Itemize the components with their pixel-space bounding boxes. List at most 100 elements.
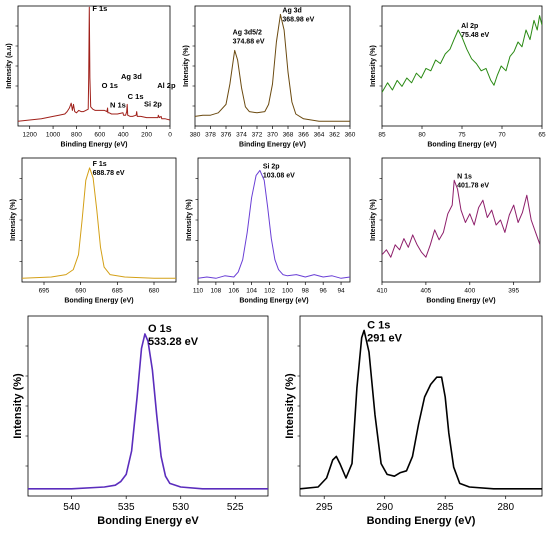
x-tick-label: 110	[193, 288, 204, 295]
x-tick-label: 680	[149, 288, 160, 295]
x-tick-label: 400	[118, 132, 129, 139]
x-tick-label: 376	[221, 132, 232, 139]
x-tick-label: 400	[464, 288, 475, 295]
peak-label: Ag 3d	[121, 72, 142, 81]
peak-label: F 1s	[92, 4, 107, 13]
x-tick-label: 290	[376, 502, 393, 513]
x-tick-label: 380	[190, 132, 201, 139]
x-tick-label: 100	[282, 288, 293, 295]
chart-o1s: 540 535 530 525 Bonding Energy eV Intensity (…	[12, 315, 269, 527]
x-tick-label: 362	[329, 132, 340, 139]
series-line-al2p	[382, 15, 542, 93]
peak-label: Ag 3d5/2	[233, 29, 262, 36]
y-axis-label: Intensity (%)	[370, 45, 377, 87]
x-tick-label: 200	[141, 132, 152, 139]
x-tick-label: 540	[63, 502, 80, 513]
y-axis-label: Intensity (%)	[183, 45, 190, 87]
chart-c1s: 295 290 285 280 Bonding Energy (eV) Intensity…	[284, 315, 543, 527]
chart-ag3d: 380 378 376 374 372 370 368 366 364 362 360 Binding…	[183, 5, 356, 149]
x-axis-label: Bonding Energy (eV)	[426, 298, 495, 305]
x-axis-label: Binding Energy (eV)	[239, 142, 306, 149]
x-tick-label: 96	[320, 288, 328, 295]
x-tick-label: 295	[316, 502, 333, 513]
y-axis-label: Intensity (a.u)	[6, 43, 13, 89]
x-axis-label: Bonding Energy (eV)	[367, 515, 476, 527]
peak-label: O 1s	[148, 323, 172, 335]
chart-al2p: 85 80 75 70 65 Bonding Energy (eV) Intensity (…	[370, 5, 546, 149]
x-tick-label: 366	[298, 132, 309, 139]
series-line-survey	[18, 6, 170, 122]
x-axis-label: Bonding Energy (eV)	[427, 142, 496, 149]
peak-value: 291 eV	[367, 332, 403, 344]
series-line-ag3d	[195, 13, 350, 122]
x-tick-label: 695	[39, 288, 50, 295]
x-tick-label: 410	[377, 288, 388, 295]
x-tick-label: 102	[264, 288, 275, 295]
x-tick-label: 364	[314, 132, 325, 139]
x-axis-label: Bonding Energy (eV)	[239, 298, 308, 305]
series-line-o1s	[28, 333, 268, 490]
x-tick-label: 104	[246, 288, 257, 295]
series-line-c1s	[300, 329, 542, 490]
x-tick-label: 70	[498, 132, 506, 139]
series-line-n1s	[382, 179, 540, 258]
x-tick-label: 1200	[22, 132, 37, 139]
peak-value: 533.28 eV	[148, 336, 199, 348]
x-tick-label: 374	[236, 132, 247, 139]
peak-value: 374.88 eV	[233, 38, 265, 45]
x-tick-label: 368	[283, 132, 294, 139]
x-tick-label: 690	[75, 288, 86, 295]
peak-label: C 1s	[367, 319, 390, 331]
x-tick-label: 0	[168, 132, 172, 139]
peak-label: C 1s	[128, 92, 144, 101]
series-line-f1s	[22, 167, 176, 279]
peak-value: 688.78 eV	[93, 170, 125, 177]
x-tick-label: 106	[228, 288, 239, 295]
peak-label: Al 2p	[157, 81, 176, 90]
x-tick-label: 1000	[46, 132, 61, 139]
x-tick-label: 525	[227, 502, 244, 513]
x-axis-label: Bonding Energy eV	[97, 515, 199, 527]
x-tick-label: 360	[345, 132, 356, 139]
series-line-si2p	[198, 169, 350, 279]
plot-frame	[299, 315, 543, 497]
x-tick-label: 108	[210, 288, 221, 295]
peak-value: 103.08 eV	[263, 172, 295, 179]
y-axis-label: Intensity (%)	[10, 199, 17, 241]
peak-value: 368.98 eV	[282, 16, 314, 23]
x-tick-label: 535	[118, 502, 135, 513]
peak-label: Ag 3d	[282, 7, 301, 14]
x-tick-label: 85	[378, 132, 386, 139]
chart-n1s: 410 405 400 395 Bonding Energy (eV) Intensity…	[370, 157, 541, 305]
peak-label: Al 2p	[461, 23, 478, 30]
peak-label: Si 2p	[144, 99, 162, 108]
plot-frame	[194, 5, 351, 127]
y-axis-label: Intensity (%)	[370, 199, 377, 241]
y-axis-label: Intensity (%)	[12, 373, 24, 439]
x-axis-label: Bonding Energy (eV)	[64, 298, 133, 305]
y-axis-label: Intensity (%)	[186, 199, 193, 241]
peak-label: F 1s	[93, 161, 107, 168]
x-tick-label: 75	[458, 132, 466, 139]
peak-label: N 1s	[110, 101, 126, 110]
x-tick-label: 98	[302, 288, 310, 295]
y-axis-label: Intensity (%)	[284, 373, 296, 439]
peak-label: Si 2p	[263, 163, 280, 170]
peak-value: 75.48 eV	[461, 32, 489, 39]
x-tick-label: 285	[437, 502, 454, 513]
chart-survey: 1200 1000 800 600 400 200 0 Binding Energy (eV)…	[6, 4, 176, 148]
x-tick-label: 94	[337, 288, 345, 295]
x-tick-label: 600	[94, 132, 105, 139]
chart-f1s: 695 690 685 680 Bonding Energy (eV) Intensity…	[10, 157, 177, 305]
x-tick-label: 378	[205, 132, 216, 139]
peak-label: O 1s	[102, 81, 118, 90]
x-tick-label: 372	[252, 132, 263, 139]
x-tick-label: 370	[267, 132, 278, 139]
x-tick-label: 685	[112, 288, 123, 295]
x-tick-label: 395	[508, 288, 519, 295]
x-tick-label: 280	[497, 502, 514, 513]
peak-label: N 1s	[457, 173, 472, 180]
x-tick-label: 80	[418, 132, 426, 139]
x-tick-label: 405	[420, 288, 431, 295]
